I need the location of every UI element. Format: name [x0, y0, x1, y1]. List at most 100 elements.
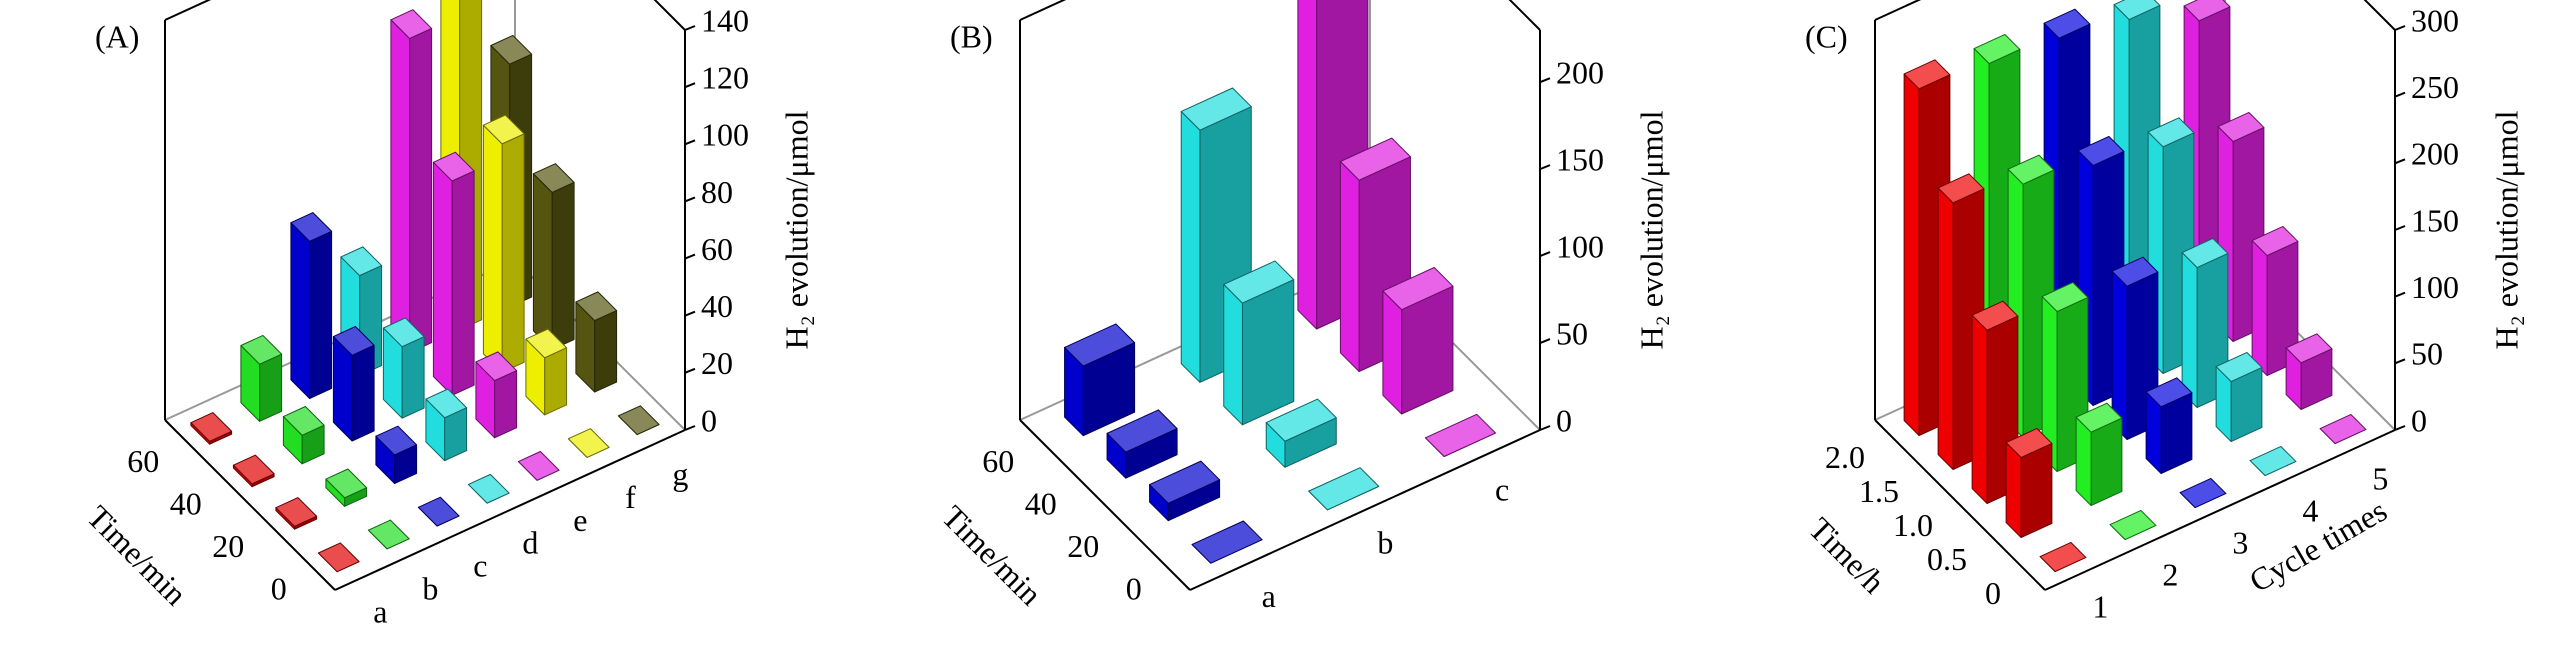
bar-face: [325, 468, 368, 499]
z-tick: [1539, 425, 1551, 431]
series-tick-label: f: [625, 479, 636, 515]
bar: [1106, 409, 1178, 479]
bar: [232, 454, 275, 488]
bar: [240, 334, 283, 422]
bar-face: [2145, 377, 2193, 408]
bar: [282, 406, 325, 465]
bar-face: [2039, 541, 2087, 573]
z-tick: [2394, 358, 2406, 365]
bar: [2319, 413, 2367, 445]
bar-face: [2111, 256, 2159, 287]
z-tick-label: 0: [701, 402, 717, 438]
bar: [317, 542, 360, 573]
bar-face: [390, 9, 433, 39]
bar-face: [290, 212, 333, 242]
depth-tick-label: 0: [271, 571, 287, 607]
bar-face: [490, 34, 533, 65]
bar-face: [2075, 402, 2123, 433]
bar: [2145, 377, 2193, 475]
bar-face: [2041, 281, 2089, 313]
z-tick-label: 50: [2411, 336, 2443, 372]
bar-face: [2319, 413, 2367, 445]
bar-face: [1265, 398, 1337, 442]
z-tick: [684, 253, 696, 260]
bar-face: [494, 370, 518, 439]
bar: [617, 405, 660, 436]
bar-face: [2109, 509, 2157, 541]
bar-face: [532, 163, 575, 193]
bar-face: [482, 114, 525, 145]
wall-edge: [1508, 0, 1541, 31]
bar-face: [2043, 8, 2091, 39]
z-tick-label: 40: [701, 288, 733, 324]
bar: [2179, 477, 2227, 509]
bar-face: [2007, 154, 2055, 185]
z-tick-label: 200: [1556, 55, 1604, 91]
floor-edge: [1189, 429, 1541, 591]
bar-face: [544, 347, 568, 416]
z-tick-label: 300: [2411, 2, 2459, 38]
bar-face: [1903, 73, 1920, 437]
z-tick: [2394, 25, 2406, 31]
z-tick: [1539, 251, 1551, 258]
z-tick-label: 150: [1556, 141, 1604, 177]
series-tick-label: g: [672, 456, 688, 492]
bar-face: [382, 317, 425, 348]
bar: [1265, 398, 1337, 468]
series-tick-label: 3: [2232, 525, 2248, 561]
z-tick: [684, 425, 696, 431]
bar-face: [551, 181, 575, 351]
z-tick: [2394, 225, 2406, 231]
bar: [517, 451, 560, 481]
bar: [375, 425, 418, 484]
bar-face: [1223, 283, 1243, 426]
bar-face: [567, 428, 610, 458]
bar-face: [2005, 427, 2053, 459]
bar-face: [1191, 520, 1263, 564]
wall-edge: [653, 0, 686, 31]
bar: [2039, 541, 2087, 573]
z-tick: [684, 25, 696, 31]
bar-face: [2005, 442, 2022, 539]
bar: [2005, 427, 2053, 539]
bar-face: [575, 291, 618, 322]
bar-face: [1241, 279, 1295, 426]
bar-face: [375, 425, 418, 456]
z-tick-label: 100: [701, 117, 749, 153]
z-tick-label: 250: [2411, 69, 2459, 105]
bar-face: [432, 161, 453, 396]
depth-tick-label: 0: [1985, 575, 2001, 611]
bar: [2215, 351, 2263, 443]
z-tick: [684, 367, 696, 374]
series-tick-label: b: [422, 570, 438, 606]
bar-face: [282, 406, 325, 436]
depth-axis-title: Time/h: [1802, 510, 1892, 600]
panel-label: (C): [1805, 18, 1848, 54]
bar: [1424, 413, 1496, 457]
z-tick: [1539, 164, 1551, 171]
bar: [2285, 333, 2333, 411]
bar: [2075, 402, 2123, 507]
bar: [475, 351, 518, 439]
depth-tick-label: 60: [127, 443, 159, 479]
bar-face: [232, 454, 275, 485]
z-tick: [1539, 77, 1551, 84]
bar: [2251, 225, 2299, 377]
series-tick-label: c: [1495, 471, 1509, 507]
bar-face: [1973, 33, 2021, 65]
bar-face: [425, 388, 468, 419]
z-tick: [2394, 91, 2406, 98]
bar-face: [1339, 160, 1360, 372]
bar-face: [2077, 135, 2125, 167]
depth-tick-label: 1.5: [1859, 473, 1899, 509]
z-tick-label: 0: [2411, 402, 2427, 438]
bar-face: [525, 328, 568, 359]
bar-face: [1339, 137, 1411, 181]
bar-face: [1382, 266, 1454, 311]
bar-face: [2181, 252, 2198, 409]
depth-tick-label: 1.0: [1893, 507, 1933, 543]
floor-edge: [2044, 429, 2396, 591]
wall-edge: [2363, 0, 2396, 31]
